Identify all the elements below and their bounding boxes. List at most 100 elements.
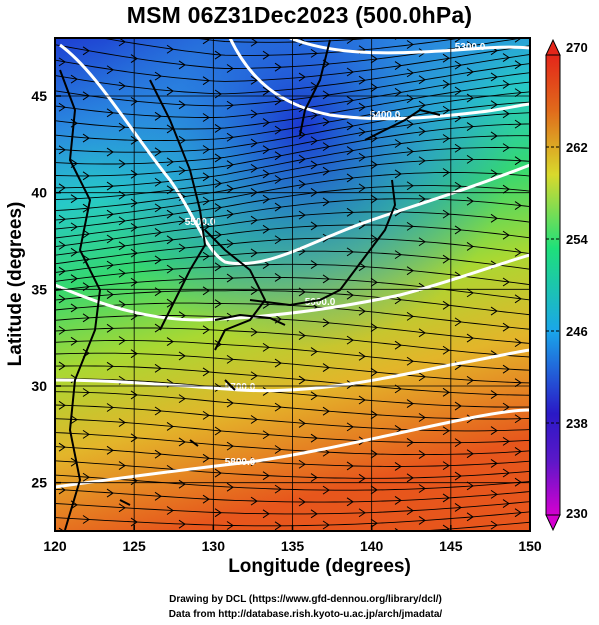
streamline-arrow [274,202,282,212]
streamline [55,315,530,344]
streamline-arrow [178,216,186,226]
streamline-arrow [442,134,450,143]
streamline-arrow [226,132,234,142]
streamline-arrow [322,166,330,176]
streamline-arrow [167,545,173,553]
streamline-arrow [202,145,210,154]
streamline-arrow [310,221,318,231]
streamline-arrow [346,290,354,300]
streamline-arrow [250,215,258,225]
streamline-arrow [347,530,348,531]
streamline-arrow [358,220,366,230]
streamline-arrow [370,485,378,495]
streamline-arrow [262,145,270,155]
streamline [55,198,530,239]
colorbar-tick-label: 230 [566,506,588,521]
streamline-arrow [370,410,378,420]
streamline-arrow [58,145,66,155]
streamline-arrow [311,544,317,552]
streamline-arrow [394,496,402,505]
x-tick-label: 130 [202,538,226,554]
y-tick-label: 40 [31,185,47,201]
streamline-arrow [406,438,414,447]
streamline-arrow [226,184,234,194]
streamline-arrow [262,471,270,481]
streamline-arrow [178,479,186,489]
streamline-arrow [118,268,126,278]
streamline-arrow [514,119,522,129]
streamline-arrow [418,450,426,460]
streamline-arrow [502,80,510,89]
streamline-arrow [226,239,234,249]
streamline-arrow [346,38,354,44]
streamline-arrow [358,473,366,483]
streamline-arrow [502,364,510,374]
y-tick-label: 30 [31,378,47,394]
streamline-arrow [70,222,78,232]
streamline-arrow [490,213,498,223]
streamline-arrow [274,445,282,454]
streamline-arrow [346,247,354,257]
streamline-arrow [298,72,306,82]
streamline-arrow [130,54,138,64]
streamline-arrow [358,306,366,316]
streamline-arrow [370,367,378,377]
streamline-arrow [394,139,402,148]
streamline-arrow [130,390,138,400]
x-tick-label: 140 [360,538,384,554]
streamline-arrow [346,67,354,77]
contour-label: 5300.0 [455,42,486,53]
streamline-arrow [70,415,78,425]
streamline-arrow [202,172,210,182]
streamline-arrow [407,538,413,546]
streamline-arrow [418,126,426,136]
streamline-arrow [502,109,510,119]
graticule [55,38,530,531]
streamline-arrow [454,471,462,481]
streamline-arrow [202,251,210,261]
streamline [55,158,530,212]
streamline-arrow [346,207,354,217]
streamline-arrow [514,378,522,388]
streamline-arrow [358,508,366,518]
streamline-arrow [226,64,234,73]
streamline-arrow [82,171,90,181]
streamline-arrow [454,143,462,153]
streamline [55,432,530,456]
streamline [55,511,530,527]
streamline-arrow [298,418,306,428]
streamline [415,521,530,531]
streamline-arrow [58,214,66,224]
streamline-arrow [310,473,318,482]
streamline-arrow [130,135,138,145]
streamline-arrow [394,87,402,97]
temperature-field: 5300.0 5400.0 5500.0 5600.0 5700.0 5800.0 [55,38,530,553]
streamline-arrow [490,489,498,499]
streamline-arrow [514,414,522,424]
streamline-arrow [466,333,474,343]
streamline-arrow [262,169,270,179]
streamline-arrow [406,266,414,276]
streamline-arrow [394,340,402,350]
streamline-arrow [442,345,450,355]
streamline-arrow [214,262,222,272]
streamline-arrow [154,363,162,373]
streamline-arrow [442,300,450,310]
streamline-arrow [370,194,378,204]
streamline-arrow [226,521,234,530]
streamline-arrow [310,509,318,519]
streamline-arrow [202,76,210,86]
streamline-arrow [418,484,426,493]
streamline-arrow [514,156,522,166]
streamline-arrow [262,118,270,127]
streamline-arrow [358,351,366,361]
streamline-arrow [118,159,126,169]
streamline-arrow [274,521,282,531]
streamline-arrow [358,152,366,162]
streamline [55,63,530,107]
streamline-arrow [250,248,258,258]
contour-line [55,408,530,489]
streamline-arrow [214,299,222,309]
streamline-arrow [214,203,222,212]
streamline-arrow [214,89,222,99]
